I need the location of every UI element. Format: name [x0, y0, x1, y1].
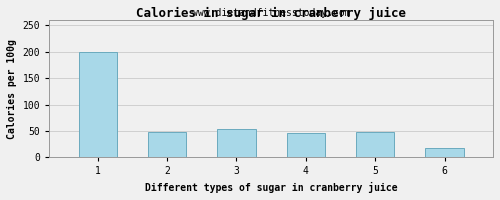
Bar: [78, 52, 117, 157]
Bar: [218, 129, 256, 157]
Title: Calories in sugar in cranberry juice: Calories in sugar in cranberry juice: [136, 7, 406, 20]
Text: www.dietandfitnesstoday.com: www.dietandfitnesstoday.com: [192, 8, 350, 18]
Y-axis label: Calories per 100g: Calories per 100g: [7, 39, 17, 139]
Bar: [286, 133, 325, 157]
X-axis label: Different types of sugar in cranberry juice: Different types of sugar in cranberry ju…: [145, 182, 398, 193]
Bar: [148, 132, 186, 157]
Bar: [426, 148, 464, 157]
Bar: [356, 132, 394, 157]
